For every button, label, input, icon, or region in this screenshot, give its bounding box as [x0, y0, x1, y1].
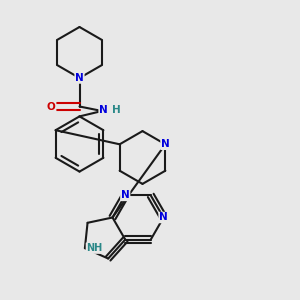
Text: NH: NH — [86, 243, 103, 253]
Text: N: N — [161, 139, 170, 149]
Text: O: O — [47, 101, 56, 112]
Text: N: N — [75, 73, 84, 83]
Text: N: N — [99, 105, 108, 115]
Text: N: N — [159, 212, 168, 223]
Text: N: N — [121, 190, 130, 200]
Text: H: H — [112, 105, 121, 115]
